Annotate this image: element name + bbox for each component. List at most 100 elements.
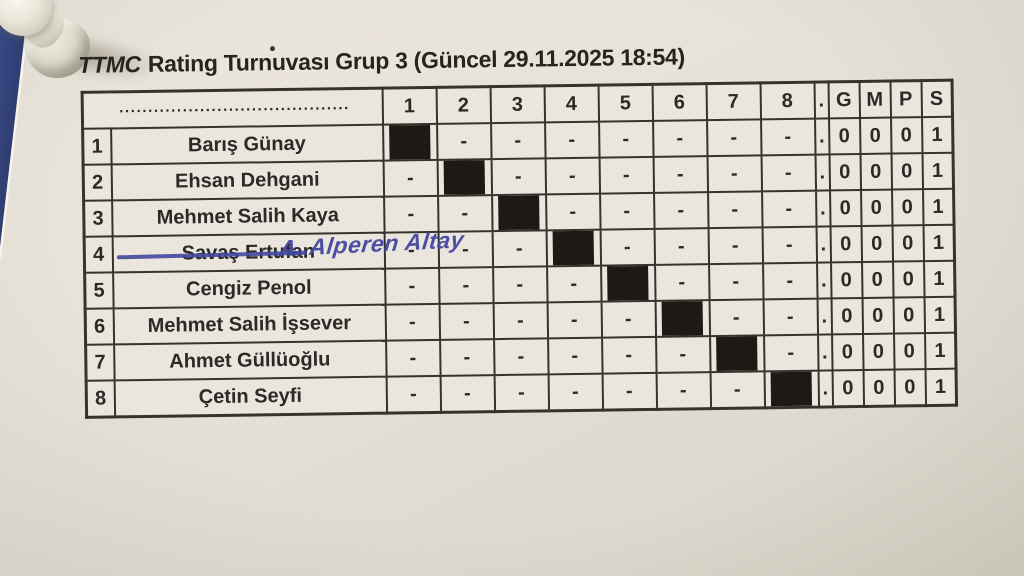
title-prefix: TTMC xyxy=(78,51,142,78)
round-header-7: 7 xyxy=(706,82,761,121)
row-dot-cell: . xyxy=(817,298,832,335)
blocked-cell-fill xyxy=(443,160,486,195)
result-cell: - xyxy=(492,230,547,268)
result-cell: - xyxy=(440,375,495,413)
stat-header-m: M xyxy=(859,81,891,118)
stat-p-cell: 0 xyxy=(892,225,924,262)
row-dot-cell: . xyxy=(815,190,831,227)
result-cell: - xyxy=(762,226,817,264)
push-pin xyxy=(0,0,169,120)
result-cell: - xyxy=(436,123,492,160)
round-header-3: 3 xyxy=(490,85,545,124)
row-dot-cell: . xyxy=(816,226,831,263)
stat-p-cell: 0 xyxy=(893,297,925,334)
player-name: Mehmet Salih Kaya xyxy=(156,203,340,229)
row-dot-cell: . xyxy=(816,262,832,299)
result-cell: - xyxy=(548,373,603,411)
player-name-cell: Barış Günay xyxy=(110,124,384,165)
row-number-cell: 7 xyxy=(85,344,115,381)
ink-speck xyxy=(269,46,276,52)
round-header-4: 4 xyxy=(544,85,599,123)
stat-s-cell: 1 xyxy=(925,368,957,406)
result-cell: - xyxy=(763,334,819,372)
stat-p-cell: 0 xyxy=(892,261,925,298)
self-match-cell xyxy=(655,300,710,337)
result-cell: - xyxy=(385,303,440,341)
result-cell: - xyxy=(599,192,655,230)
result-cell: - xyxy=(599,156,654,194)
player-name-cell: Mehmet Salih Kaya xyxy=(111,196,385,237)
stat-g-cell: 0 xyxy=(829,153,861,191)
result-cell: - xyxy=(654,228,709,265)
stat-header-p: P xyxy=(890,80,922,118)
result-cell: - xyxy=(707,155,762,193)
stat-m-cell: 0 xyxy=(862,333,895,370)
result-cell: - xyxy=(386,375,441,414)
result-cell: - xyxy=(494,374,549,412)
stat-g-cell: 0 xyxy=(832,369,864,407)
stat-m-cell: 0 xyxy=(861,261,894,298)
stat-header-g: G xyxy=(828,81,860,119)
result-cell: - xyxy=(545,193,601,231)
round-header-1: 1 xyxy=(382,87,437,125)
stat-s-cell: 1 xyxy=(924,296,956,334)
player-name: Barış Günay xyxy=(187,132,306,156)
result-cell: - xyxy=(490,122,546,160)
blocked-cell-fill xyxy=(661,301,704,336)
table-body: 1 Barış Günay - - - - - - -. 0 0 0 1 2 Ehsan Dehgani - -… xyxy=(82,116,957,418)
stat-m-cell: 0 xyxy=(861,225,893,262)
round-header-5: 5 xyxy=(598,84,653,122)
stat-m-cell: 0 xyxy=(860,153,892,190)
stat-s-cell: 1 xyxy=(923,260,956,298)
result-cell: - xyxy=(547,301,602,339)
result-cell: - xyxy=(762,262,818,300)
stat-p-cell: 0 xyxy=(891,153,923,190)
stat-s-cell: 1 xyxy=(922,152,954,190)
result-cell: - xyxy=(491,158,546,196)
stat-m-cell: 0 xyxy=(863,369,895,407)
self-match-cell xyxy=(437,159,492,196)
result-cell: - xyxy=(600,228,655,266)
stat-p-cell: 0 xyxy=(894,369,926,407)
players-header-dots: ........................................ xyxy=(119,98,350,116)
player-name: Çetin Seyfi xyxy=(198,384,303,408)
blocked-cell-fill xyxy=(607,265,649,301)
stat-m-cell: 0 xyxy=(862,297,894,334)
player-name: Cengiz Penol xyxy=(185,276,312,300)
round-header-8: 8 xyxy=(760,82,815,120)
round-header-6: 6 xyxy=(652,83,707,121)
result-cell: - xyxy=(546,265,602,303)
printed-sheet: TTMC Rating Turnuvası Grup 3 (Güncel 29.1… xyxy=(70,37,995,419)
result-cell: - xyxy=(383,159,438,197)
result-cell: - xyxy=(709,299,764,337)
result-cell: - xyxy=(761,154,816,192)
result-cell: - xyxy=(763,298,818,336)
page-title: TTMC Rating Turnuvası Grup 3 (Güncel 29.1… xyxy=(78,37,990,80)
blocked-cell-fill xyxy=(716,336,758,372)
result-cell: - xyxy=(439,303,494,340)
result-cell: - xyxy=(601,300,656,338)
stat-m-cell: 0 xyxy=(859,117,892,154)
self-match-cell xyxy=(491,194,547,232)
result-cell: - xyxy=(760,118,816,156)
stat-p-cell: 0 xyxy=(893,333,926,370)
stat-p-cell: 0 xyxy=(890,117,923,154)
row-number-cell: 4 xyxy=(84,236,113,273)
stat-s-cell: 1 xyxy=(921,116,954,154)
result-cell: - xyxy=(706,119,762,157)
result-cell: - xyxy=(652,120,708,157)
title-text: Rating Turnuvası Grup 3 (Güncel 29.11.20… xyxy=(147,43,686,77)
stat-g-cell: 0 xyxy=(829,189,862,227)
dot-header-cell: . xyxy=(814,81,829,119)
result-cell: - xyxy=(708,227,763,265)
round-header-2: 2 xyxy=(436,86,491,124)
blocked-cell-fill xyxy=(770,371,813,407)
result-cell: - xyxy=(601,336,657,374)
row-dot-cell: . xyxy=(818,370,833,408)
stat-g-cell: 0 xyxy=(830,261,863,299)
row-number-cell: 8 xyxy=(86,380,115,418)
player-name-cell: Mehmet Salih İşsever xyxy=(113,304,386,345)
row-number-cell: 2 xyxy=(83,164,112,201)
result-cell: - xyxy=(708,263,764,301)
self-match-cell xyxy=(546,229,601,267)
